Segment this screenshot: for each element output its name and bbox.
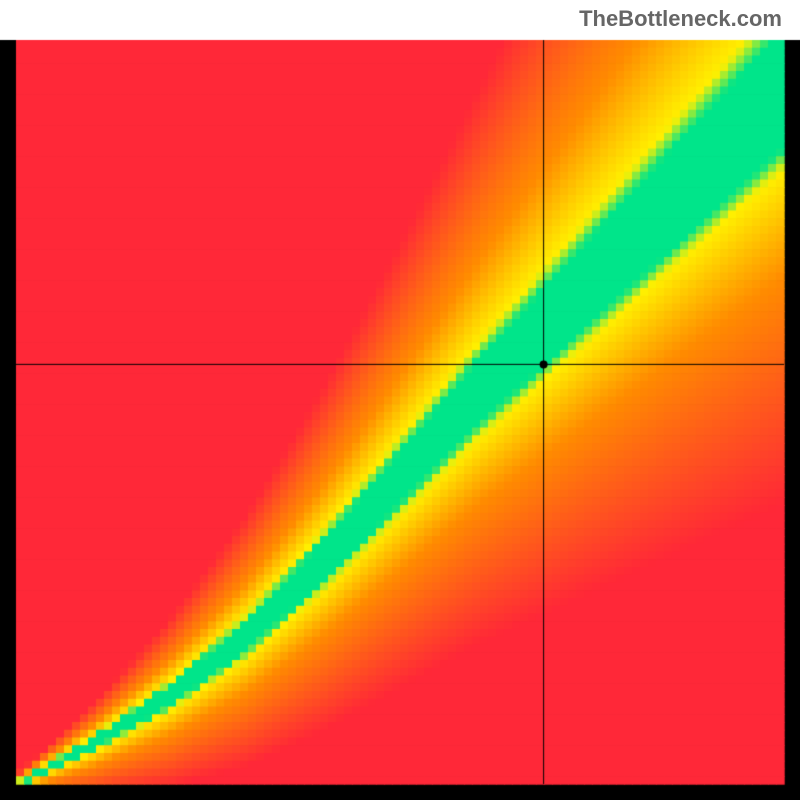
chart-container: TheBottleneck.com: [0, 0, 800, 800]
watermark-text: TheBottleneck.com: [579, 6, 782, 32]
heatmap-canvas: [0, 0, 800, 800]
